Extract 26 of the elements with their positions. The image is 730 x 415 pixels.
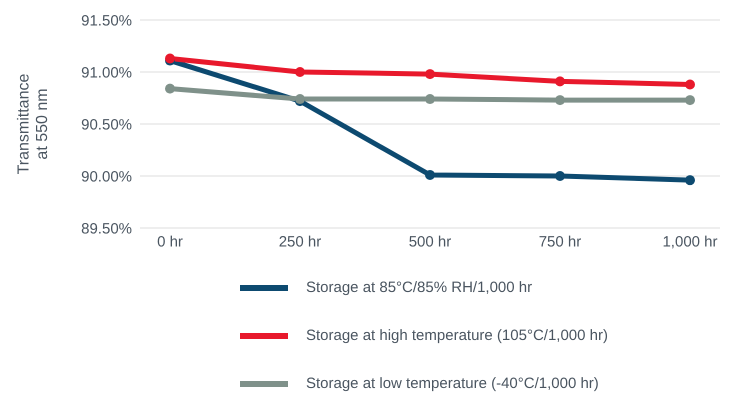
point xyxy=(555,171,565,181)
y-tick-label: 91.00% xyxy=(81,64,132,82)
legend-label: Storage at low temperature (-40°C/1,000 hr) xyxy=(306,374,599,392)
y-tick-label: 91.50% xyxy=(81,12,132,30)
point xyxy=(425,170,435,180)
point xyxy=(295,67,305,77)
legend-label: Storage at high temperature (105°C/1,000 hr) xyxy=(306,326,608,344)
point xyxy=(555,76,565,86)
y-tick-label: 89.50% xyxy=(81,220,132,238)
y-tick-label: 90.00% xyxy=(81,168,132,186)
x-tick-label: 750 hr xyxy=(538,234,582,251)
point xyxy=(685,175,695,186)
y-tick-label: 90.50% xyxy=(81,116,132,134)
point xyxy=(165,53,175,64)
x-tick-label: 0 hr xyxy=(157,234,183,251)
x-tick-label: 250 hr xyxy=(278,234,322,251)
y-axis-title: Transmittance at 550 nm xyxy=(15,74,51,174)
point xyxy=(425,69,435,80)
x-tick-label: 500 hr xyxy=(408,234,452,251)
point xyxy=(685,95,695,106)
point xyxy=(425,94,435,104)
point xyxy=(685,79,695,90)
legend-label: Storage at 85°C/85% RH/1,000 hr xyxy=(306,278,532,296)
point xyxy=(165,84,175,94)
point xyxy=(555,95,565,106)
x-tick-label: 1,000 hr xyxy=(662,234,718,251)
